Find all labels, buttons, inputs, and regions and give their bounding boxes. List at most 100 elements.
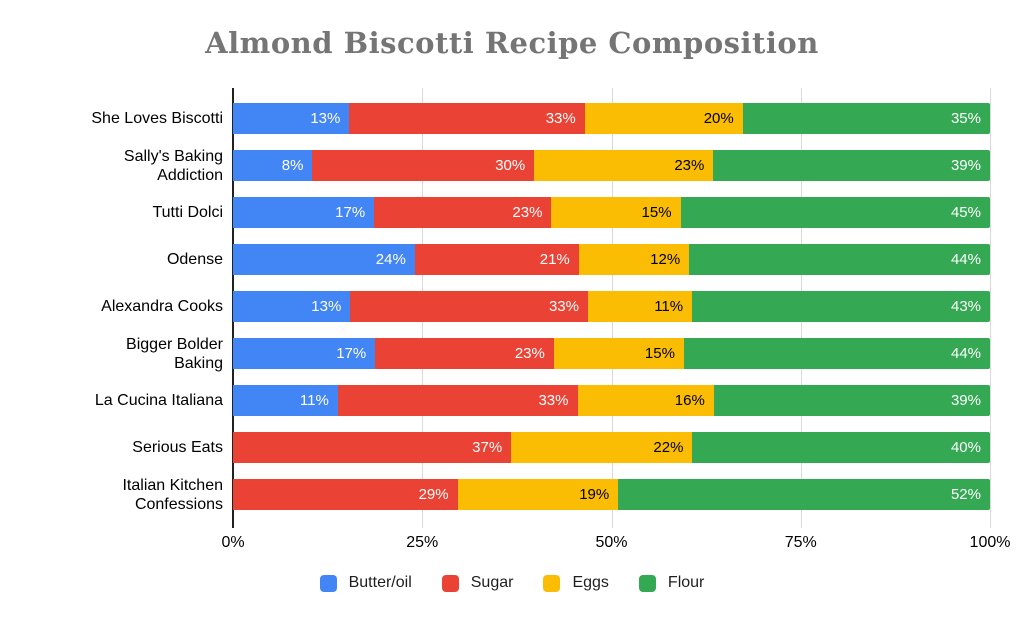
bar-segment: 45% <box>680 197 990 228</box>
x-tick-label: 75% <box>784 534 817 551</box>
legend-swatch <box>441 574 459 592</box>
bar-segment-label: 15% <box>644 345 675 362</box>
legend-item: Butter/oil <box>319 574 412 592</box>
bar-segment: 15% <box>551 197 681 228</box>
bar-track: 8% 30% 23% 39% <box>233 150 990 181</box>
bar-segment: 29% <box>233 479 458 510</box>
bar-segment-label: 12% <box>650 251 681 268</box>
bar-segment-label: 30% <box>495 157 526 174</box>
bar-row: Alexandra Cooks 13% 33% 11% 43% <box>101 283 991 330</box>
bar-segment: 39% <box>713 385 990 416</box>
bar-segment-label: 43% <box>950 298 982 315</box>
bar-rows: She Loves Biscotti 13% 33% 20% 35% Sally's Ba… <box>91 95 991 518</box>
bar-segment: 44% <box>689 244 990 275</box>
bar-segment: 43% <box>692 291 991 322</box>
bar-segment: 35% <box>742 103 990 134</box>
bar-segment: 12% <box>578 244 690 275</box>
bar-segment: 8% <box>233 150 313 181</box>
bar-segment-label: 17% <box>335 204 366 221</box>
legend-item: Flour <box>638 574 705 592</box>
bar-row: Italian Kitchen Confessions 29% 19% 52% <box>122 471 990 518</box>
category-label: Odense <box>166 251 223 268</box>
bar-segment: 39% <box>713 150 990 181</box>
bar-segment-label: 23% <box>514 345 545 362</box>
bar-segment-label: 23% <box>512 204 543 221</box>
bar-row: La Cucina Italiana 11% 33% 16% 39% <box>95 377 990 424</box>
bar-row: She Loves Biscotti 13% 33% 20% 35% <box>91 95 990 142</box>
bar-segment: 33% <box>350 291 588 322</box>
bar-row: Sally's Baking Addiction 8% 30% 23% 39% <box>124 142 990 189</box>
bar-segment: 22% <box>511 432 693 463</box>
bar-track: 17% 23% 15% 44% <box>233 338 991 369</box>
bar-segment: 11% <box>587 291 693 322</box>
bar-segment-label: 17% <box>336 345 367 362</box>
legend-label: Butter/oil <box>348 574 412 591</box>
bar-segment-label: 33% <box>545 110 576 127</box>
bar-track: 13% 33% 20% 35% <box>233 103 990 134</box>
bar-segment: 30% <box>312 150 535 181</box>
bar-segment-label: 37% <box>472 439 503 456</box>
bar-segment: 52% <box>618 479 990 510</box>
bar-row: Tutti Dolci 17% 23% 15% 45% <box>152 189 990 236</box>
bar-segment: 44% <box>683 338 991 369</box>
bar-segment-label: 29% <box>418 486 449 503</box>
legend-item: Eggs <box>543 574 609 592</box>
bar-segment-label: 52% <box>950 486 981 503</box>
bar-segment-label: 13% <box>311 298 342 315</box>
bar-segment-label: 33% <box>548 298 579 315</box>
bar-segment: 17% <box>233 197 375 228</box>
legend-label: Sugar <box>470 574 514 591</box>
bar-segment-label: 16% <box>674 392 705 409</box>
plot-area: She Loves Biscotti 13% 33% 20% 35% Sally's Ba… <box>91 88 991 528</box>
chart-title: Almond Biscotti Recipe Composition <box>205 26 819 60</box>
bar-segment: 16% <box>577 385 714 416</box>
bar-segment-label: 24% <box>375 251 406 268</box>
x-tick-label: 25% <box>406 534 439 551</box>
bar-segment-label: 21% <box>539 251 570 268</box>
legend: Butter/oil Sugar Eggs Flour <box>0 574 1024 592</box>
bar-segment: 37% <box>233 432 512 463</box>
x-axis: 0% 25% 50% 75% 100% <box>221 534 1010 556</box>
legend-swatch <box>543 574 561 592</box>
legend-label: Flour <box>667 574 705 591</box>
legend-label: Eggs <box>572 574 609 591</box>
bar-track: 17% 23% 15% 45% <box>233 197 990 228</box>
category-label: Tutti Dolci <box>152 204 223 221</box>
bar-segment: 17% <box>233 338 376 369</box>
bar-segment-label: 23% <box>674 157 705 174</box>
bar-segment: 23% <box>375 338 554 369</box>
legend-item: Sugar <box>441 574 514 592</box>
bar-segment-label: 11% <box>299 392 329 409</box>
bar-segment-label: 44% <box>950 345 982 362</box>
bar-segment-label: 20% <box>703 110 734 127</box>
bar-segment: 21% <box>414 244 579 275</box>
bar-segment: 23% <box>534 150 714 181</box>
category-label: She Loves Biscotti <box>91 110 223 127</box>
bar-track: 13% 33% 11% 43% <box>233 291 991 322</box>
bar-segment-label: 33% <box>538 392 569 409</box>
bar-segment-label: 8% <box>281 157 304 174</box>
bar-track: 24% 21% 12% 44% <box>233 244 990 275</box>
bar-segment-label: 44% <box>950 251 981 268</box>
bar-segment-label: 39% <box>950 157 981 174</box>
bar-track: 11% 33% 16% 39% <box>233 385 990 416</box>
bar-segment-label: 45% <box>950 204 981 221</box>
bar-row: Bigger Bolder Baking 17% 23% 15% 44% <box>126 330 991 377</box>
bar-segment: 23% <box>374 197 552 228</box>
bar-segment: 15% <box>553 338 684 369</box>
bar-segment: 33% <box>337 385 578 416</box>
bar-track: 29% 19% 52% <box>233 479 990 510</box>
x-tick-label: 50% <box>595 534 628 551</box>
bar-segment: 11% <box>233 385 338 416</box>
bar-row: Serious Eats 37% 22% 40% <box>132 424 990 471</box>
bar-segment: 40% <box>692 432 990 463</box>
category-label: Bigger Bolder Baking <box>126 335 223 372</box>
bar-segment: 24% <box>233 244 415 275</box>
bar-segment: 13% <box>233 291 351 322</box>
bar-segment-label: 13% <box>310 110 341 127</box>
bar-segment-label: 15% <box>641 204 672 221</box>
x-tick-label: 100% <box>969 534 1011 551</box>
category-label: Alexandra Cooks <box>101 298 223 315</box>
bar-segment-label: 40% <box>950 439 981 456</box>
